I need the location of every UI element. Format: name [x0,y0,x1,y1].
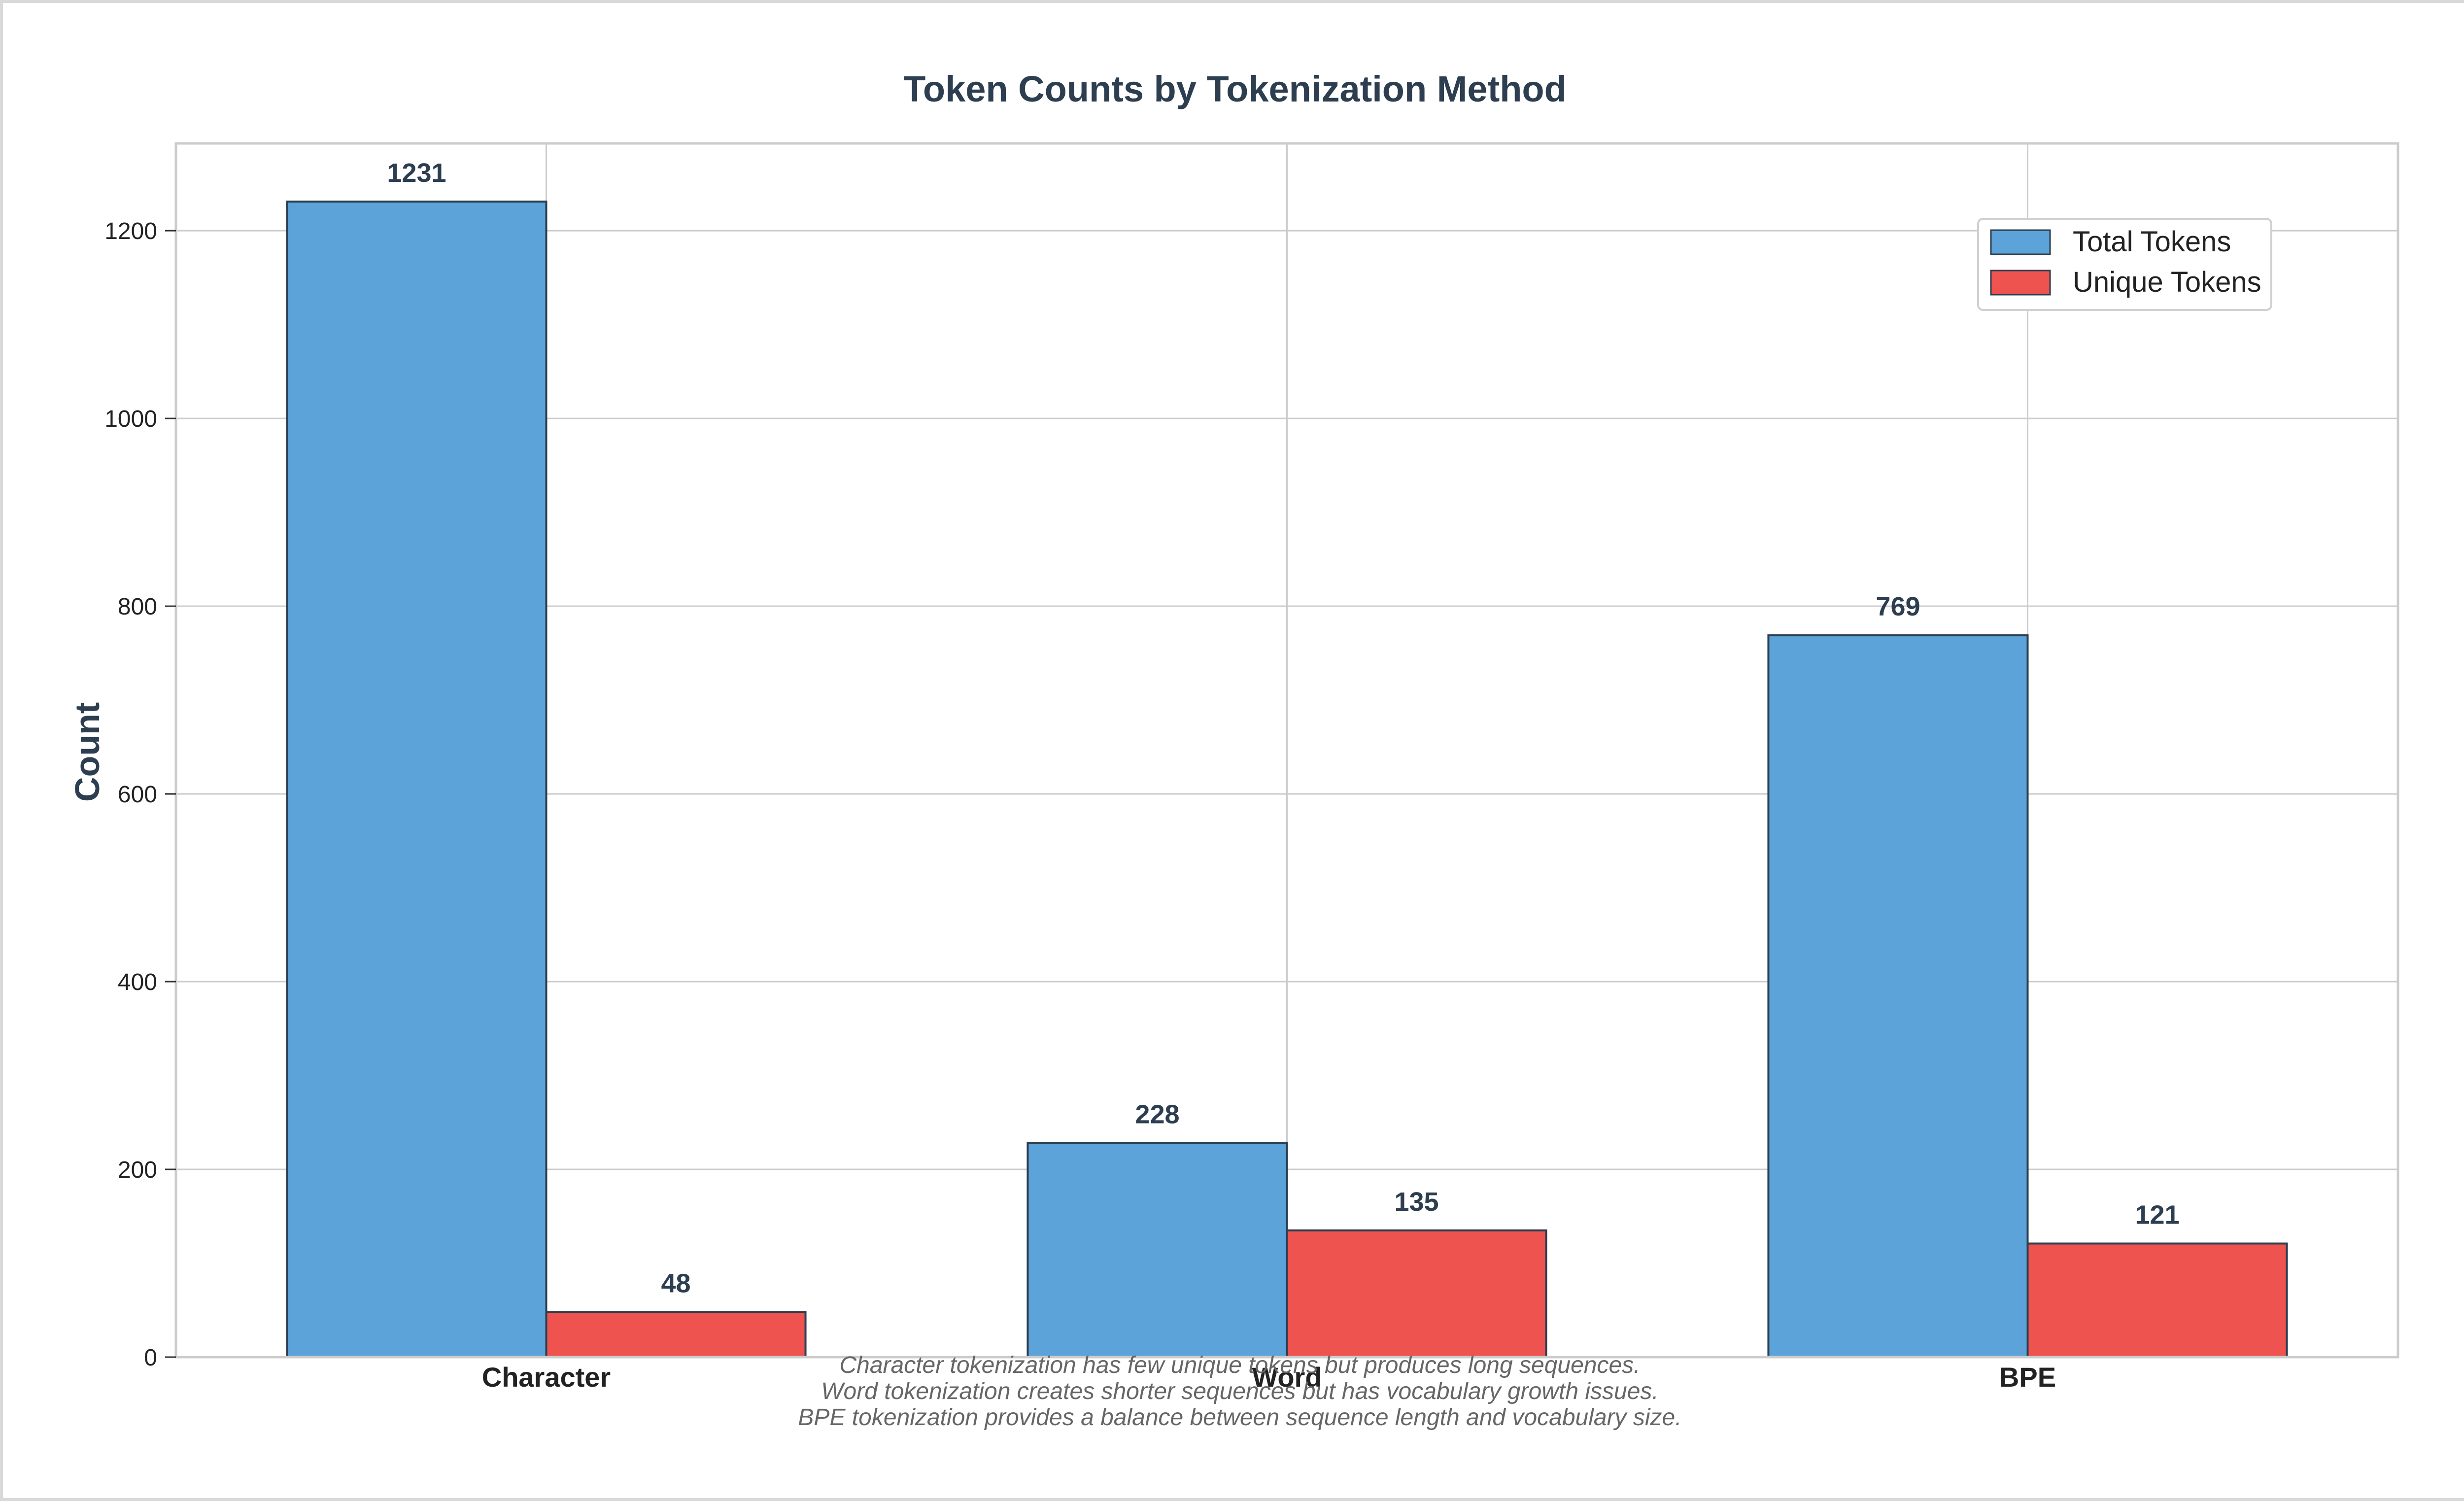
y-tick-label: 0 [144,1345,157,1371]
annotation-line: Character tokenization has few unique to… [839,1352,1640,1378]
annotation-text: Character tokenization has few unique to… [798,1352,1681,1431]
legend-frame [1977,218,2272,311]
y-tick-label: 800 [118,594,157,620]
legend-label-total-tokens: Total Tokens [2073,226,2231,258]
y-tick-label: 1200 [104,218,157,244]
annotation-line: BPE tokenization provides a balance betw… [798,1404,1681,1431]
bar-total-tokens [286,201,548,1359]
bar-unique-tokens [1286,1229,1547,1359]
annotation-line: Word tokenization creates shorter sequen… [821,1378,1659,1404]
data-label: 228 [1135,1100,1179,1129]
x-tick-label: BPE [1999,1362,2056,1393]
legend-swatch-total-tokens [1990,229,2051,255]
data-label: 769 [1876,592,1920,621]
y-tick-label: 400 [118,969,157,995]
y-axis-label: Count [68,702,106,802]
data-label: 1231 [387,158,446,188]
data-label: 121 [2135,1200,2179,1230]
legend: Total Tokens Unique Tokens [1977,218,2272,311]
y-tick-label: 200 [118,1157,157,1183]
bar-total-tokens [1767,634,2029,1358]
y-axis-ticks: 0 200 400 600 800 1000 1200 [104,218,176,1371]
x-tick-label: Character [482,1362,611,1393]
x-axis-ticks: Character Word BPE [482,1362,2056,1393]
plot-frame [174,142,2399,1359]
data-labels: 1231 48 228 135 769 121 [387,158,2179,1298]
x-tick-label: Word [1252,1362,1322,1393]
data-label: 48 [661,1269,690,1298]
bar-unique-tokens [2026,1242,2288,1359]
data-label: 135 [1394,1187,1438,1217]
legend-swatch-unique-tokens [1990,270,2051,296]
legend-label-unique-tokens: Unique Tokens [2073,266,2261,298]
y-tick-label: 1000 [104,406,157,432]
bar-chart: 0 200 400 600 800 1000 1200 Character Word BPE 1… [68,68,2399,1431]
bar-unique-tokens [545,1311,807,1359]
y-tick-label: 600 [118,782,157,808]
chart-title: Token Counts by Tokenization Method [903,68,1567,109]
bar-total-tokens [1027,1142,1288,1359]
